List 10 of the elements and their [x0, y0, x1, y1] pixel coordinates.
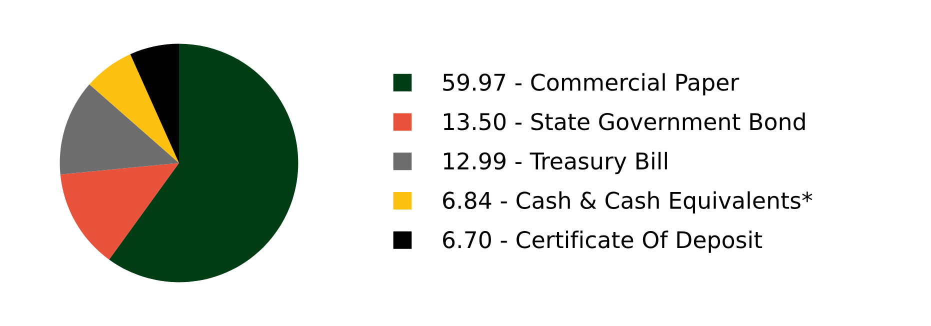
legend-label: 59.97 - Commercial Paper: [443, 73, 740, 96]
pie-slice: [109, 44, 298, 282]
pie-slice: [89, 54, 179, 163]
pie-slice: [60, 84, 179, 174]
pie-slice: [130, 44, 179, 163]
legend-label: 6.70 - Certificate Of Deposit: [443, 230, 762, 253]
legend-label: 6.84 - Cash & Cash Equivalents*: [443, 191, 812, 214]
legend-label: 12.99 - Treasury Bill: [444, 152, 667, 174]
legend-label: 13.50 - State Government Bond: [444, 112, 805, 130]
pie-slice: [60, 163, 179, 260]
